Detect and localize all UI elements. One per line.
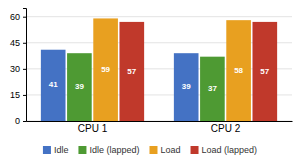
tick: 60 <box>10 12 26 22</box>
legend-label: Load <box>160 145 180 155</box>
legend-item: Load <box>149 145 180 155</box>
legend-swatch <box>191 146 199 154</box>
grid-line <box>26 68 292 69</box>
legend-swatch <box>43 146 51 154</box>
chart: 4139393759585757015304560CPU 1CPU 2IdleI… <box>0 0 300 159</box>
bar <box>174 53 199 121</box>
bar <box>119 22 144 121</box>
axis-line <box>27 121 293 122</box>
tick-mark <box>23 121 26 122</box>
tick-label: 0 <box>15 116 20 126</box>
bar <box>67 53 92 121</box>
legend: Idle Idle (lapped) Load Load (lapped) <box>43 145 257 155</box>
legend-swatch <box>78 146 86 154</box>
grid <box>26 17 292 121</box>
tick: 0 <box>15 116 26 126</box>
legend-label: Idle <box>54 145 69 155</box>
legend-item: Idle <box>43 145 69 155</box>
legend-label: Load (lapped) <box>202 145 258 155</box>
tick-label: CPU 1 <box>78 123 108 134</box>
data-label: 59 <box>101 65 110 74</box>
data-label: 57 <box>127 67 136 76</box>
tick-label: 30 <box>10 64 20 74</box>
tick-label: CPU 2 <box>211 123 241 134</box>
bar <box>93 18 118 121</box>
grid-line <box>26 16 292 17</box>
bar <box>41 50 66 121</box>
grid-line <box>26 42 292 43</box>
x-axis: CPU 1 CPU 2 <box>27 122 293 135</box>
tick: 45 <box>10 38 26 48</box>
legend-swatch <box>149 146 157 154</box>
tick-mark <box>23 17 26 18</box>
data-label: 39 <box>75 82 84 91</box>
tick-label: 60 <box>10 12 20 22</box>
axis-line <box>23 9 27 122</box>
y-axis: 0 15 30 45 60 <box>10 9 27 127</box>
data-label: 37 <box>208 84 217 93</box>
data-label: 41 <box>49 80 58 89</box>
data-labels: 41 39 39 37 59 58 57 57 <box>49 65 270 93</box>
data-label: 58 <box>234 66 243 75</box>
tick-mark <box>23 69 26 70</box>
grid-line <box>26 121 292 122</box>
tick-label: 15 <box>10 90 20 100</box>
tick-mark <box>23 43 26 44</box>
chart-container: 4139393759585757015304560CPU 1CPU 2IdleI… <box>0 0 300 159</box>
bar <box>226 20 251 121</box>
legend-item: Load (lapped) <box>191 145 258 155</box>
data-label: 57 <box>260 67 269 76</box>
legend-item: Idle (lapped) <box>78 145 139 155</box>
bars <box>41 18 277 121</box>
tick: CPU 2 <box>211 123 241 134</box>
bar <box>200 57 225 121</box>
bar <box>252 22 277 121</box>
grid-line <box>26 94 292 95</box>
tick-mark <box>23 95 26 96</box>
data-label: 39 <box>182 82 191 91</box>
tick: 15 <box>10 90 26 100</box>
legend-label: Idle (lapped) <box>89 145 139 155</box>
tick-label: 45 <box>10 38 20 48</box>
tick: CPU 1 <box>78 123 108 134</box>
plot: 41 39 39 37 59 58 57 57 0 15 30 45 60 CPU 1 CPU 2 <box>10 9 293 135</box>
tick: 30 <box>10 64 26 74</box>
